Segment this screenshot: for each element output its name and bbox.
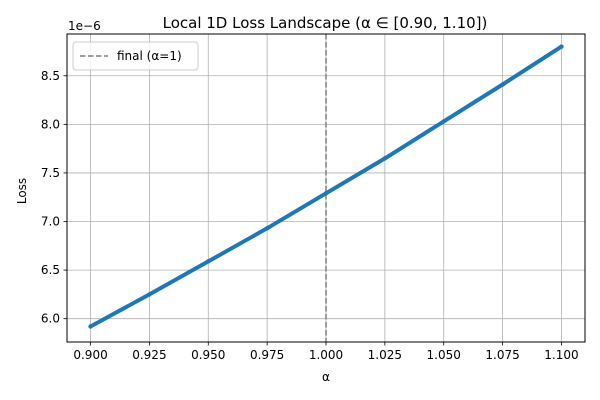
legend-label-vline: final (α=1) — [117, 49, 182, 63]
x-tick-label: 0.975 — [250, 348, 284, 362]
x-tick-label: 1.100 — [544, 348, 578, 362]
loss-point — [206, 259, 211, 264]
loss-point — [500, 82, 505, 87]
loss-point — [147, 292, 152, 297]
loss-point — [559, 44, 564, 49]
y-tick-label: 6.0 — [41, 312, 60, 326]
x-tick-label: 0.900 — [73, 348, 107, 362]
y-tick-label: 8.0 — [41, 117, 60, 131]
legend: final (α=1) — [72, 41, 199, 71]
x-tick-label: 1.000 — [309, 348, 343, 362]
y-tick-label: 8.5 — [41, 69, 60, 83]
loss-point — [382, 156, 388, 161]
y-tick-label: 7.0 — [41, 215, 60, 229]
y-tick-label: 6.5 — [41, 263, 60, 277]
x-tick-label: 1.025 — [368, 348, 402, 362]
loss-point — [88, 324, 93, 329]
x-axis-label: α — [322, 370, 330, 384]
y-offset-label: 1e−6 — [68, 19, 101, 33]
chart-title: Local 1D Loss Landscape (α ∈ [0.90, 1.10… — [163, 14, 488, 32]
y-axis-label: Loss — [15, 178, 29, 204]
y-axis: 6.0 6.5 7.0 7.5 8.0 8.5 — [41, 69, 67, 326]
x-tick-label: 0.950 — [191, 348, 225, 362]
x-tick-label: 0.925 — [132, 348, 166, 362]
loss-point — [323, 191, 329, 196]
x-tick-label: 1.075 — [485, 348, 519, 362]
x-tick-label: 1.050 — [427, 348, 461, 362]
x-axis: 0.900 0.925 0.950 0.975 1.000 1.025 1.050 1.075… — [73, 342, 579, 362]
series-group — [88, 44, 564, 329]
legend-box — [72, 41, 199, 71]
loss-point — [264, 226, 270, 231]
loss-point — [441, 119, 446, 124]
y-tick-label: 7.5 — [41, 166, 60, 180]
